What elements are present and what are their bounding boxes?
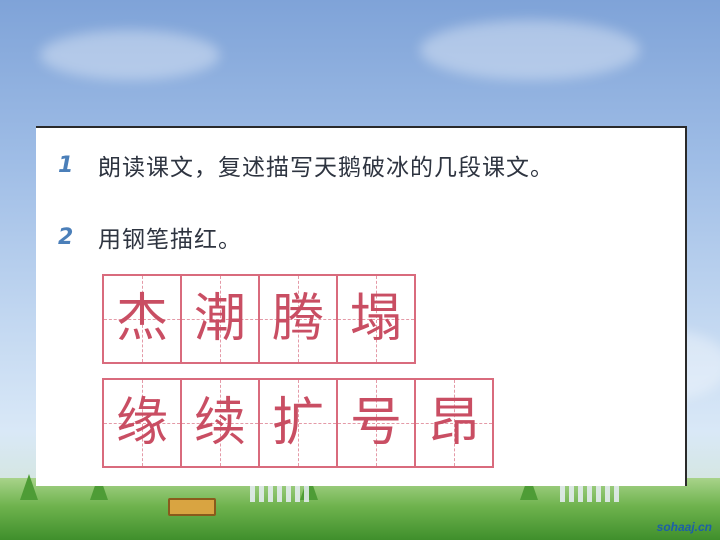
item-text: 朗读课文，复述描写天鹅破冰的几段课文。: [98, 155, 554, 181]
tracing-character: 腾: [271, 289, 324, 349]
tracing-character: 缘: [115, 393, 168, 453]
tracing-cell: 昂: [416, 380, 492, 466]
tracing-cell: 续: [182, 380, 260, 466]
tracing-character: 扩: [271, 393, 324, 453]
tracing-character: 号: [349, 393, 402, 453]
tracing-cell: 杰: [104, 276, 182, 362]
tracing-cell: 潮: [182, 276, 260, 362]
tracing-character: 杰: [115, 289, 168, 349]
tracing-grid-row-1: 杰 潮 腾 塌: [102, 274, 416, 364]
tracing-grid-row-2: 缘 续 扩 号 昂: [102, 378, 494, 468]
textbook-panel: 1 朗读课文，复述描写天鹅破冰的几段课文。 2 用钢笔描红。 杰 潮 腾 塌 缘…: [36, 126, 687, 486]
tracing-cell: 号: [338, 380, 416, 466]
tracing-cell: 塌: [338, 276, 414, 362]
item-number: 2: [58, 224, 74, 250]
cloud: [40, 30, 220, 80]
tracing-character: 塌: [349, 289, 402, 349]
tracing-character: 昂: [427, 393, 480, 453]
exercise-item-1: 1 朗读课文，复述描写天鹅破冰的几段课文。: [58, 148, 554, 182]
item-text: 用钢笔描红。: [98, 227, 242, 253]
tracing-character: 潮: [193, 289, 246, 349]
watermark: sohaaj.cn: [656, 520, 712, 534]
bench: [168, 498, 216, 516]
tracing-character: 续: [193, 393, 246, 453]
tracing-cell: 扩: [260, 380, 338, 466]
exercise-item-2: 2 用钢笔描红。: [58, 220, 242, 254]
tracing-cell: 缘: [104, 380, 182, 466]
cloud: [420, 20, 640, 80]
item-number: 1: [58, 152, 74, 178]
grass-tuft: [20, 474, 38, 500]
tracing-cell: 腾: [260, 276, 338, 362]
